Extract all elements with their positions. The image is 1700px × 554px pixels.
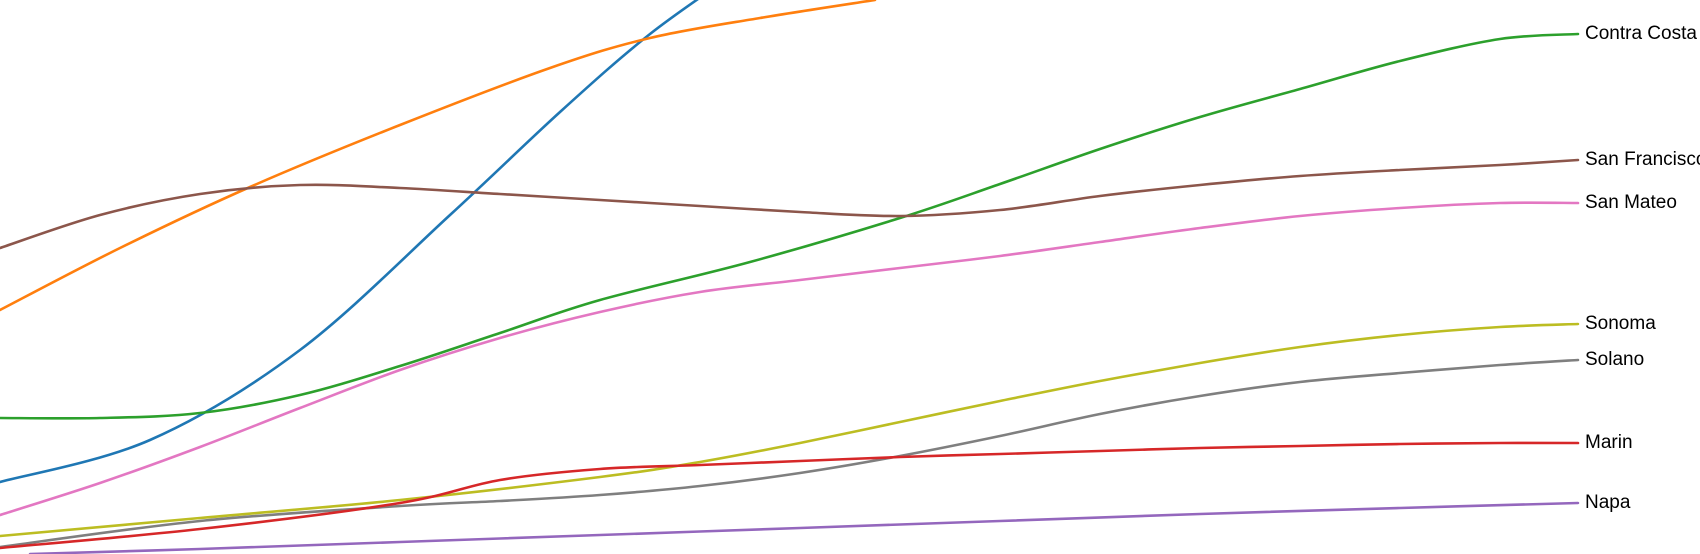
series-label-san-francisco: San Francisco <box>1585 149 1700 170</box>
series-line-sonoma <box>0 322 1580 538</box>
series-label-contra-costa: Contra Costa <box>1585 23 1697 44</box>
series-label-solano: Solano <box>1585 349 1644 370</box>
series-line-solano <box>0 358 1580 549</box>
series-lines <box>0 0 1580 554</box>
series-label-napa: Napa <box>1585 492 1631 513</box>
series-label-san-mateo: San Mateo <box>1585 192 1677 213</box>
series-label-marin: Marin <box>1585 432 1633 453</box>
series-line-unlabeled-1 <box>0 0 699 484</box>
series-line-napa <box>28 501 1580 554</box>
series-line-san-francisco <box>0 158 1580 250</box>
series-line-marin <box>0 441 1580 550</box>
series-label-sonoma: Sonoma <box>1585 313 1656 334</box>
series-line-contra-costa <box>0 32 1580 420</box>
series-line-san-mateo <box>0 201 1580 517</box>
series-labels: Contra Costa San Francisco San Mateo Sonoma… <box>1585 23 1700 513</box>
series-line-unlabeled-2 <box>0 0 877 312</box>
